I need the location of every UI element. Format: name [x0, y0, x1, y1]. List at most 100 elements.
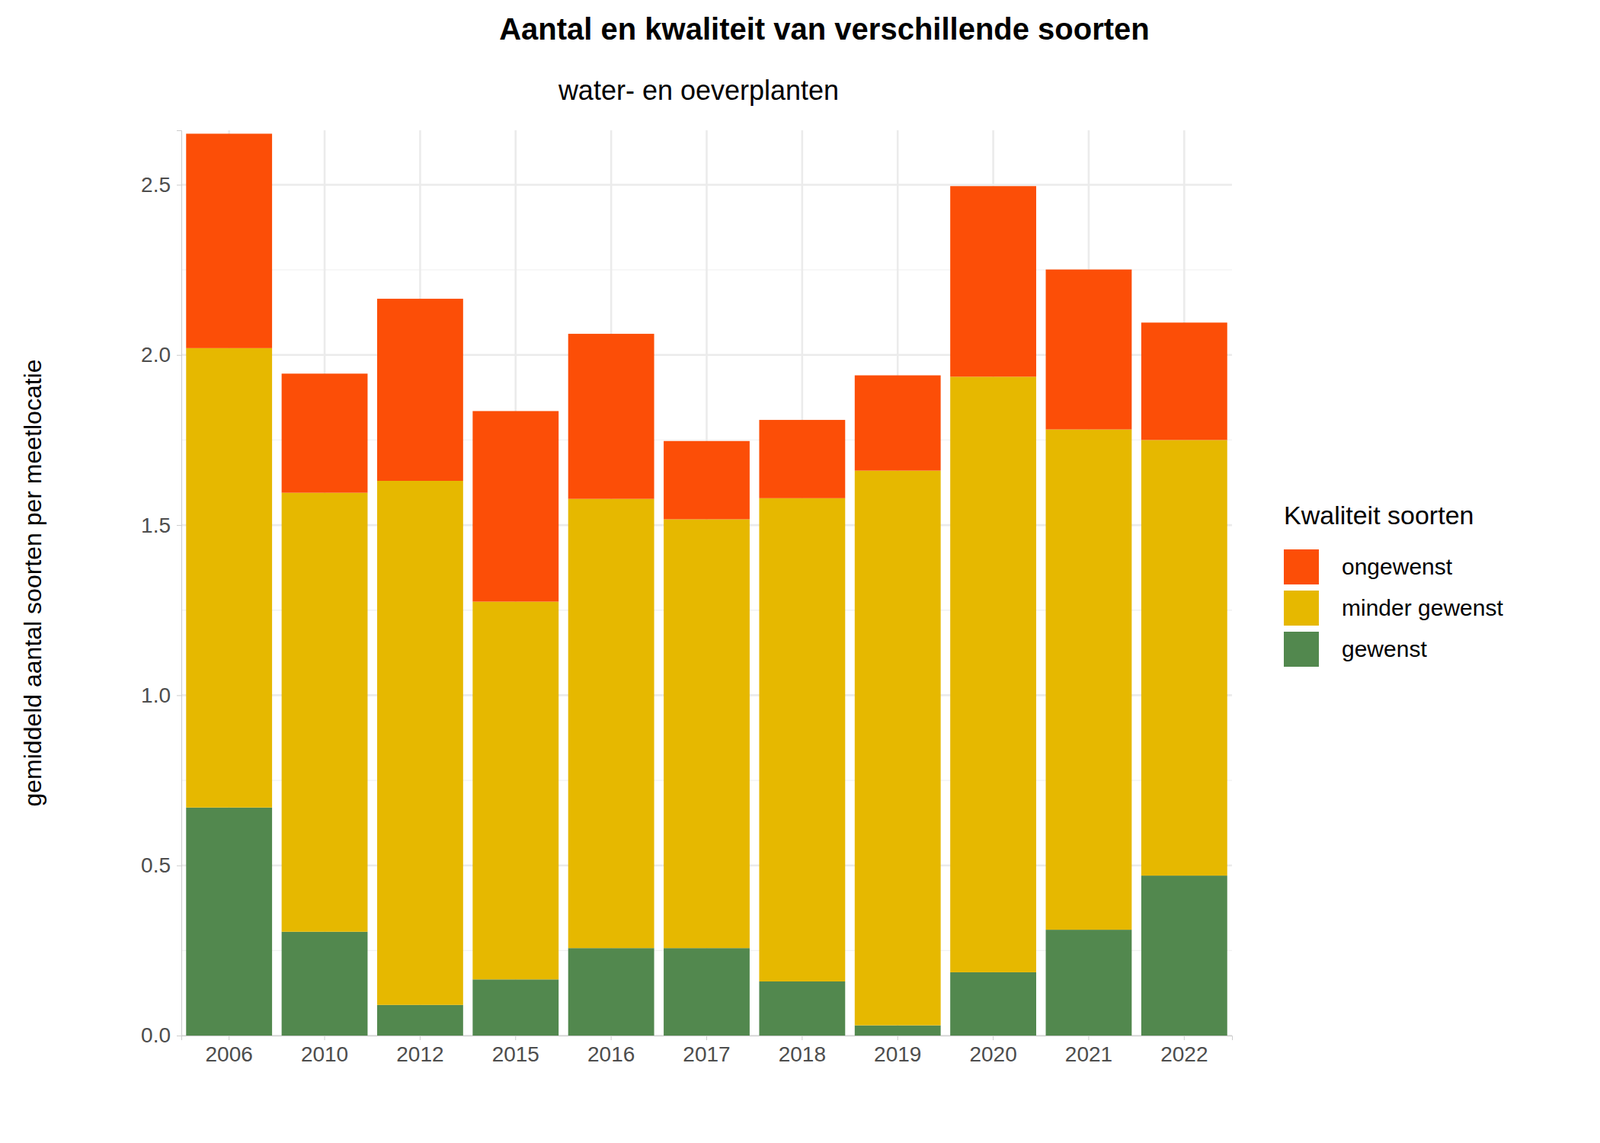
- bar-segment: [663, 441, 750, 520]
- tick-label: 1.0: [140, 683, 171, 708]
- bar-segment: [568, 499, 655, 949]
- tick-mark: [176, 1035, 182, 1037]
- bar-segment: [185, 348, 272, 808]
- tick-mark: [801, 1035, 803, 1040]
- bar-segment: [281, 492, 368, 932]
- bar-segment: [950, 185, 1037, 377]
- bar-segment: [950, 972, 1037, 1036]
- axis-line: [176, 131, 183, 1037]
- tick: 2019: [873, 1035, 922, 1066]
- legend: Kwaliteit soorten ongewenst minder gewenst…: [1283, 500, 1504, 667]
- legend-swatch: [1283, 549, 1319, 585]
- tick-mark: [176, 524, 182, 526]
- tick-label: 2018: [778, 1042, 826, 1066]
- plot-area: 0.00.51.01.52.02.52006201020122015201620…: [140, 130, 1232, 1066]
- tick-mark: [1184, 1035, 1185, 1040]
- tick-mark: [176, 865, 182, 867]
- tick: 2006: [205, 1035, 253, 1066]
- tick-mark: [176, 184, 182, 186]
- tick-mark: [611, 1035, 612, 1040]
- bar-segment: [854, 1025, 941, 1036]
- tick-label: 2016: [587, 1042, 635, 1066]
- tick-label: 2006: [205, 1042, 253, 1066]
- bar-segment: [1141, 875, 1228, 1036]
- tick-label: 1.5: [140, 513, 171, 538]
- legend-swatch: [1283, 590, 1319, 626]
- bar-segment: [281, 931, 368, 1036]
- bars: [185, 133, 1227, 1036]
- legend-swatch: [1283, 631, 1319, 667]
- bar-segment: [1046, 429, 1133, 931]
- bar-segment: [1141, 439, 1228, 876]
- tick: 2022: [1160, 1035, 1208, 1066]
- tick: 2015: [492, 1035, 540, 1066]
- bar-segment: [472, 410, 559, 602]
- tick: 0.0: [140, 1023, 182, 1047]
- grid: [181, 130, 1232, 1036]
- axis-line: [182, 1036, 1233, 1041]
- tick-label: 0.5: [140, 853, 171, 877]
- legend-label: minder gewenst: [1341, 595, 1504, 621]
- tick: 0.5: [140, 853, 182, 877]
- bar-segment: [663, 518, 750, 948]
- tick-mark: [228, 1035, 230, 1040]
- tick-label: 2012: [396, 1042, 444, 1066]
- tick-label: 2017: [682, 1042, 730, 1066]
- tick-label: 2020: [969, 1042, 1017, 1066]
- bar-segment: [568, 947, 655, 1036]
- bar-segment: [758, 419, 845, 499]
- tick-label: 2.0: [140, 342, 171, 367]
- tick: 2021: [1065, 1035, 1113, 1066]
- tick-mark: [992, 1035, 994, 1040]
- tick: 2020: [969, 1035, 1017, 1066]
- bar-segment: [281, 373, 368, 493]
- tick-mark: [706, 1035, 708, 1040]
- bar-segment: [1141, 322, 1228, 440]
- tick: 1.5: [140, 513, 182, 538]
- tick: 2018: [778, 1035, 826, 1066]
- x-axis: 2006 2010 2012 2015 2016 2017 2018 2019 2020 2021…: [182, 1035, 1233, 1066]
- bar-segment: [377, 480, 464, 1005]
- bar-segment: [185, 133, 272, 348]
- tick: 2017: [682, 1035, 730, 1066]
- tick: 2016: [587, 1035, 635, 1066]
- tick-label: 2019: [873, 1042, 922, 1066]
- tick-mark: [897, 1035, 899, 1040]
- tick: 2010: [300, 1035, 349, 1066]
- bar-segment: [185, 807, 272, 1036]
- bar-segment: [377, 1004, 464, 1036]
- bar-segment: [377, 298, 464, 481]
- legend-label: ongewenst: [1341, 553, 1453, 580]
- tick: 2.0: [140, 342, 182, 367]
- tick: 2.5: [140, 172, 182, 197]
- bar-segment: [854, 470, 941, 1026]
- bar-segment: [663, 947, 750, 1036]
- bar-segment: [758, 498, 845, 982]
- tick-mark: [324, 1035, 326, 1040]
- tick: 1.0: [140, 683, 182, 708]
- tick-label: 0.0: [140, 1023, 171, 1047]
- legend-title: Kwaliteit soorten: [1283, 500, 1474, 530]
- tick-label: 2010: [300, 1042, 349, 1066]
- tick-mark: [176, 355, 182, 356]
- bar-segment: [1046, 269, 1133, 430]
- tick-label: 2021: [1065, 1042, 1113, 1066]
- tick-label: 2015: [492, 1042, 540, 1066]
- bar-segment: [758, 981, 845, 1036]
- tick-mark: [1088, 1035, 1089, 1040]
- subtitle: water- en oeverplanten: [557, 74, 839, 106]
- chart: 0.00.51.01.52.02.52006201020122015201620…: [0, 0, 1600, 1143]
- tick-label: 2.5: [140, 172, 171, 197]
- bar-segment: [568, 333, 655, 500]
- bar-segment: [854, 375, 941, 471]
- bar-segment: [472, 601, 559, 980]
- tick-mark: [419, 1035, 421, 1040]
- y-axis-title: gemiddeld aantal soorten per meetlocatie: [19, 358, 47, 807]
- title: Aantal en kwaliteit van verschillende so…: [499, 12, 1150, 46]
- legend-label: gewenst: [1341, 636, 1428, 662]
- tick-mark: [515, 1035, 516, 1040]
- tick-mark: [176, 694, 182, 696]
- y-axis: 0.0 0.5 1.0 1.5 2.0 2.5: [140, 131, 182, 1048]
- bar-segment: [950, 376, 1037, 973]
- bar-segment: [472, 979, 559, 1036]
